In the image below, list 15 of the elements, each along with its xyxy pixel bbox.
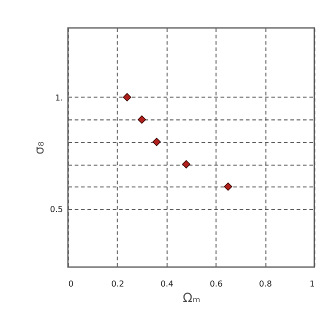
point: [138, 115, 146, 124]
x-tick-label: 0: [68, 278, 74, 289]
point: [122, 93, 132, 102]
x-tick-label: 0.4: [160, 278, 174, 289]
x-tick-label: 0.8: [259, 278, 272, 289]
x-tick-label: 0.2: [111, 278, 124, 289]
y-axis-title: σ₈: [32, 141, 47, 155]
point: [152, 138, 161, 146]
x-axis-title: Ωₘ: [182, 290, 200, 305]
y-tick-label: 1.: [55, 92, 63, 102]
point: [224, 182, 232, 191]
x-tick-label: 1: [310, 278, 315, 289]
x-tick-label: 0.6: [210, 278, 223, 289]
y-tick-label: 0.5: [50, 204, 63, 214]
point: [182, 160, 190, 168]
